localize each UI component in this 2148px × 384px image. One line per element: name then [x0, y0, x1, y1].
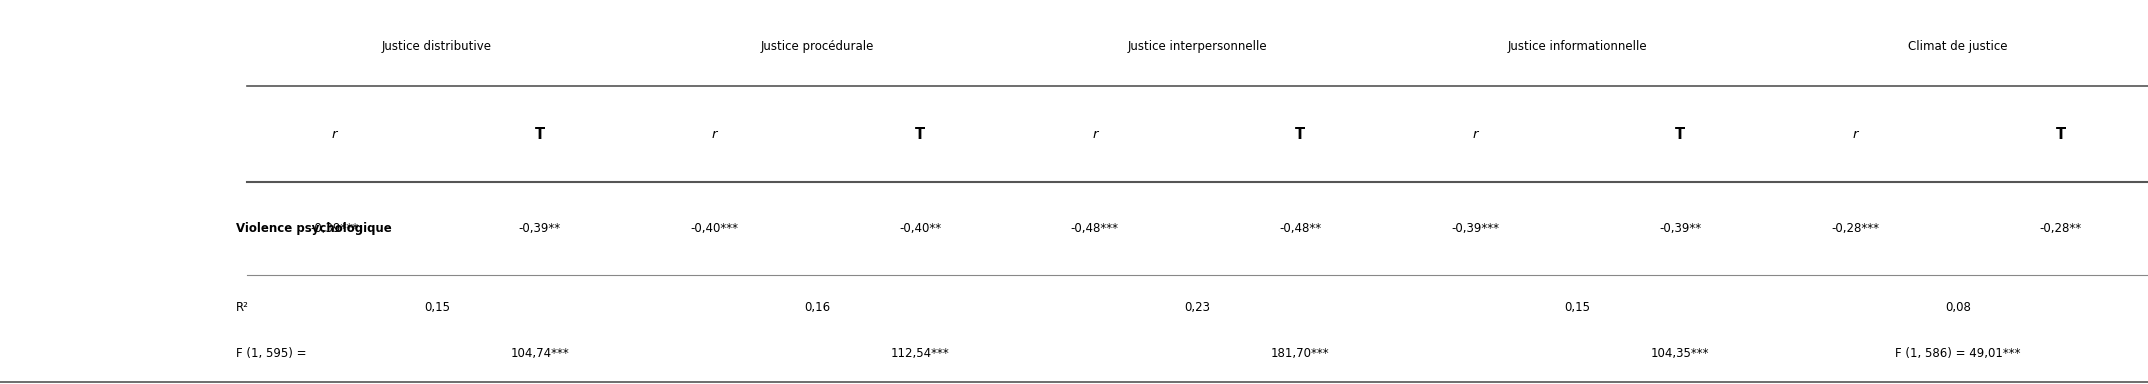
Text: F (1, 595) =: F (1, 595) = — [236, 347, 307, 360]
Text: 0,23: 0,23 — [1184, 301, 1211, 314]
Text: 112,54***: 112,54*** — [891, 347, 949, 360]
Text: r: r — [1471, 128, 1478, 141]
Text: T: T — [1295, 127, 1306, 142]
Text: 0,15: 0,15 — [1564, 301, 1592, 314]
Text: Climat de justice: Climat de justice — [1907, 40, 2008, 53]
Text: -0,39**: -0,39** — [518, 222, 561, 235]
Text: T: T — [915, 127, 926, 142]
Text: Justice distributive: Justice distributive — [382, 40, 492, 53]
Text: -0,39***: -0,39*** — [311, 222, 359, 235]
Text: 0,16: 0,16 — [803, 301, 831, 314]
Text: T: T — [1675, 127, 1686, 142]
Text: r: r — [1852, 128, 1858, 141]
Text: -0,40***: -0,40*** — [692, 222, 739, 235]
Text: -0,39***: -0,39*** — [1452, 222, 1499, 235]
Text: -0,40**: -0,40** — [898, 222, 941, 235]
Text: r: r — [1091, 128, 1098, 141]
Text: Justice interpersonnelle: Justice interpersonnelle — [1128, 40, 1267, 53]
Text: Justice procédurale: Justice procédurale — [760, 40, 874, 53]
Text: Violence psychologique: Violence psychologique — [236, 222, 393, 235]
Text: -0,28***: -0,28*** — [1832, 222, 1880, 235]
Text: R²: R² — [236, 301, 249, 314]
Text: -0,28**: -0,28** — [2038, 222, 2081, 235]
Text: r: r — [331, 128, 337, 141]
Text: -0,48**: -0,48** — [1278, 222, 1321, 235]
Text: T: T — [2056, 127, 2066, 142]
Text: 104,35***: 104,35*** — [1652, 347, 1710, 360]
Text: r: r — [711, 128, 717, 141]
Text: 181,70***: 181,70*** — [1272, 347, 1330, 360]
Text: Justice informationnelle: Justice informationnelle — [1508, 40, 1648, 53]
Text: 0,08: 0,08 — [1944, 301, 1972, 314]
Text: F (1, 586) = 49,01***: F (1, 586) = 49,01*** — [1895, 347, 2021, 360]
Text: 104,74***: 104,74*** — [511, 347, 569, 360]
Text: -0,48***: -0,48*** — [1072, 222, 1119, 235]
Text: T: T — [535, 127, 546, 142]
Text: 0,15: 0,15 — [423, 301, 451, 314]
Text: -0,39**: -0,39** — [1658, 222, 1701, 235]
